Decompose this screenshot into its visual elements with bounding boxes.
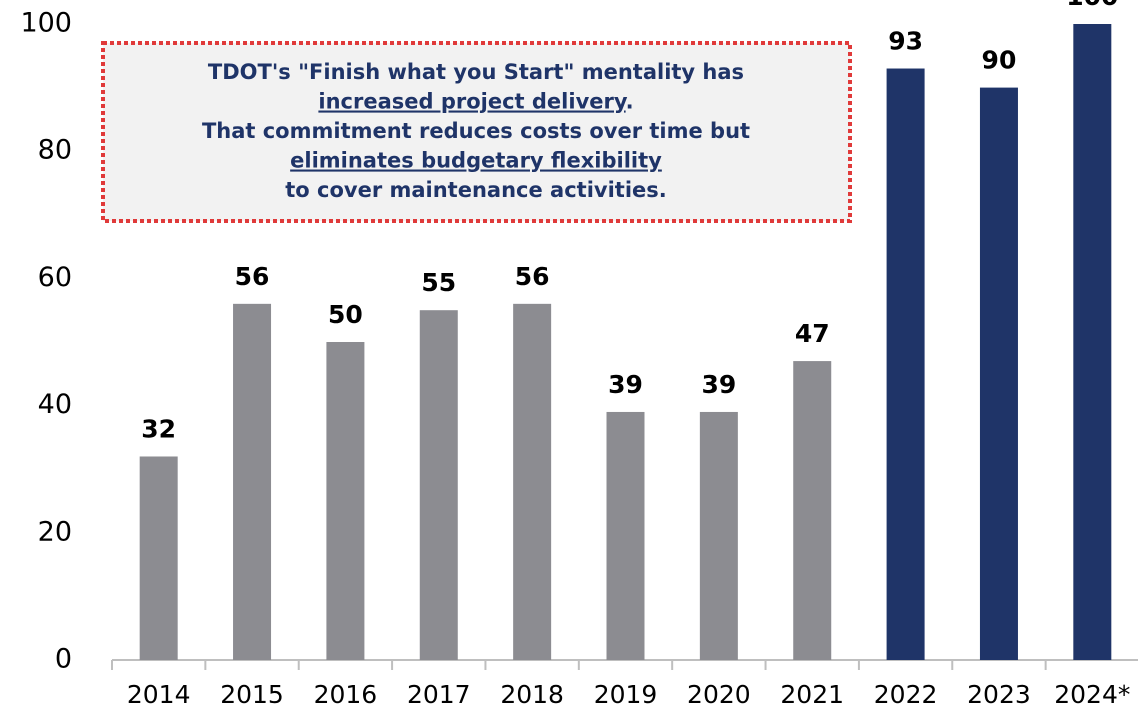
annotation-line: eliminates budgetary flexibility xyxy=(290,149,662,173)
annotation-text: eliminates budgetary flexibility xyxy=(290,149,662,173)
x-tick-label: 2021 xyxy=(780,680,844,709)
x-tick-label: 2015 xyxy=(220,680,284,709)
annotation-text: TDOT's "Finish what you Start" mentality… xyxy=(208,60,744,84)
y-tick-label: 0 xyxy=(55,644,72,675)
annotation-line: to cover maintenance activities. xyxy=(285,178,667,202)
y-tick-label: 60 xyxy=(38,262,72,293)
annotation-text: That commitment reduces costs over time … xyxy=(202,119,750,143)
value-label: 39 xyxy=(608,370,643,399)
y-tick-label: 100 xyxy=(20,8,72,39)
x-tick-label: 2017 xyxy=(407,680,471,709)
bar xyxy=(326,342,365,660)
x-tick-label: 2024* xyxy=(1054,680,1130,709)
y-tick-label: 40 xyxy=(38,389,72,420)
annotation-line: TDOT's "Finish what you Start" mentality… xyxy=(208,60,744,84)
bar xyxy=(606,411,645,660)
bar xyxy=(419,310,458,660)
bar xyxy=(886,68,925,660)
value-label: 93 xyxy=(888,27,923,56)
y-tick-label: 80 xyxy=(38,135,72,166)
value-label: 39 xyxy=(701,370,736,399)
value-label: 90 xyxy=(982,46,1017,75)
x-tick-label: 2023 xyxy=(967,680,1031,709)
value-label: 100 xyxy=(1066,0,1118,11)
annotation-line: That commitment reduces costs over time … xyxy=(202,119,750,143)
annotation-line: increased project delivery. xyxy=(318,90,633,114)
bar xyxy=(513,303,552,660)
x-tick-label: 2022 xyxy=(874,680,938,709)
annotation-text: to cover maintenance activities. xyxy=(285,178,667,202)
bar xyxy=(979,87,1018,661)
x-tick-label: 2020 xyxy=(687,680,751,709)
x-tick-label: 2016 xyxy=(314,680,378,709)
value-label: 56 xyxy=(515,262,550,291)
x-tick-label: 2014 xyxy=(127,680,191,709)
bar xyxy=(793,361,832,660)
value-label: 55 xyxy=(421,268,456,297)
bar xyxy=(699,411,738,660)
x-tick-label: 2018 xyxy=(500,680,564,709)
bar xyxy=(233,303,272,660)
value-label: 47 xyxy=(795,319,830,348)
annotation-text: increased project delivery xyxy=(318,90,627,114)
annotation-text: . xyxy=(626,90,634,114)
value-label: 50 xyxy=(328,300,363,329)
y-tick-label: 20 xyxy=(38,516,72,547)
annotation-box xyxy=(101,41,852,223)
x-tick-label: 2019 xyxy=(594,680,658,709)
bar xyxy=(1073,24,1112,660)
value-label: 32 xyxy=(141,414,176,443)
value-label: 56 xyxy=(235,262,270,291)
bar xyxy=(139,456,178,660)
